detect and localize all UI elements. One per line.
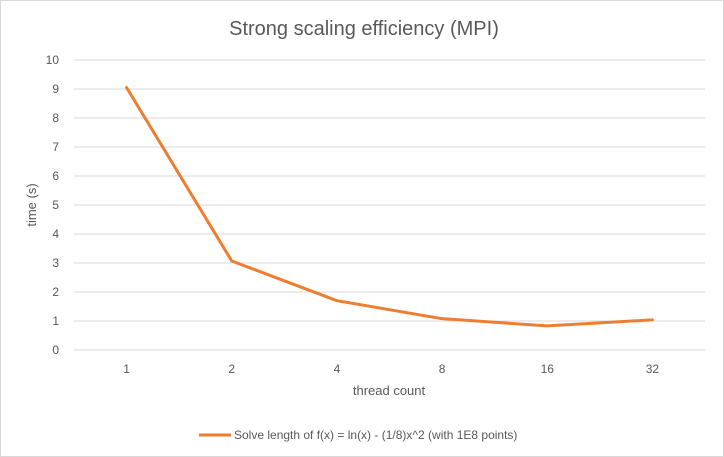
x-tick-label: 4 xyxy=(334,362,341,376)
y-axis-label: time (s) xyxy=(24,183,39,226)
y-tick-label: 4 xyxy=(52,227,59,241)
x-tick-label: 2 xyxy=(228,362,235,376)
y-tick-label: 3 xyxy=(52,256,59,270)
y-tick-label: 9 xyxy=(52,82,59,96)
x-axis-ticks: 1 2 4 8 16 32 xyxy=(123,362,659,376)
x-tick-label: 16 xyxy=(541,362,555,376)
series-line-0 xyxy=(125,86,654,328)
x-tick-label: 8 xyxy=(439,362,446,376)
y-tick-label: 6 xyxy=(52,169,59,183)
y-tick-label: 5 xyxy=(52,198,59,212)
legend-label: Solve length of f(x) = ln(x) - (1/8)x^2 … xyxy=(234,428,517,442)
chart-title: Strong scaling efficiency (MPI) xyxy=(229,18,499,40)
y-tick-label: 8 xyxy=(52,111,59,125)
legend: Solve length of f(x) = ln(x) - (1/8)x^2 … xyxy=(199,428,517,442)
y-tick-label: 1 xyxy=(52,314,59,328)
gridlines xyxy=(74,59,705,351)
x-tick-label: 32 xyxy=(646,362,660,376)
x-axis-label: thread count xyxy=(353,383,426,398)
y-tick-label: 10 xyxy=(46,53,60,67)
y-axis-ticks: 0 1 2 3 4 5 6 7 8 9 10 xyxy=(46,53,60,357)
y-tick-label: 2 xyxy=(52,285,59,299)
y-tick-label: 7 xyxy=(52,140,59,154)
y-tick-label: 0 xyxy=(52,343,59,357)
x-tick-label: 1 xyxy=(123,362,130,376)
series-group xyxy=(125,86,654,328)
